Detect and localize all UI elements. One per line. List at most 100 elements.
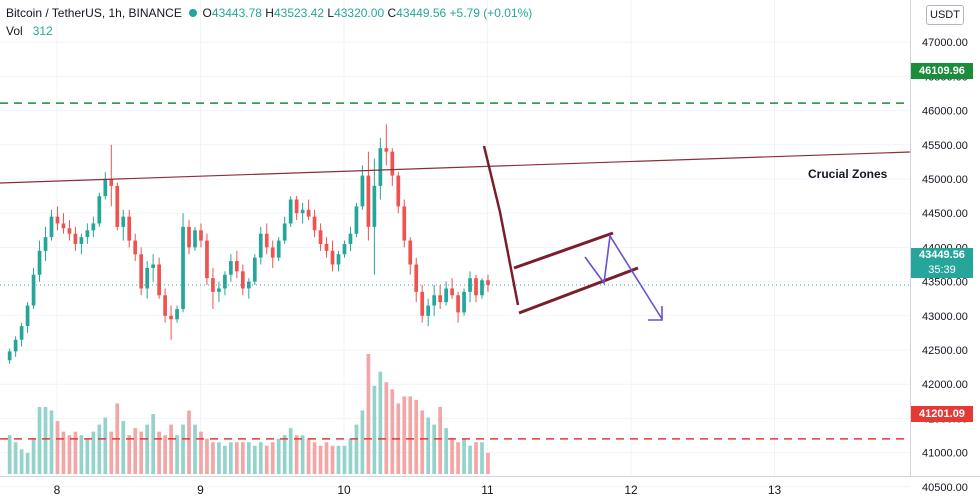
y-tick-label: 40500.00 bbox=[922, 482, 968, 494]
candle-body bbox=[151, 264, 155, 268]
volume-bar bbox=[384, 382, 389, 474]
volume-bar bbox=[67, 435, 72, 474]
candle-body bbox=[157, 264, 161, 296]
volume-bar bbox=[300, 435, 305, 474]
volume-bar bbox=[252, 445, 257, 474]
projection-arrow bbox=[584, 233, 663, 320]
x-tick-label: 11 bbox=[481, 483, 494, 497]
candle-body bbox=[438, 295, 442, 303]
volume-bar bbox=[91, 431, 96, 474]
candle-body bbox=[354, 206, 359, 234]
drawings bbox=[0, 102, 911, 440]
candle-body bbox=[217, 288, 221, 292]
close-label: C bbox=[387, 6, 397, 20]
candle-body bbox=[187, 226, 191, 248]
volume-bar bbox=[438, 406, 442, 474]
candle-body bbox=[366, 175, 371, 227]
candle-body bbox=[97, 196, 102, 224]
x-tick-label: 9 bbox=[197, 483, 204, 497]
candle-body bbox=[199, 230, 203, 241]
volume-bar bbox=[145, 424, 150, 474]
candle-body bbox=[444, 288, 448, 303]
y-tick-label: 43500.00 bbox=[922, 277, 968, 289]
candle-body bbox=[240, 271, 245, 289]
volume-bar bbox=[61, 431, 66, 474]
volume-bar bbox=[414, 399, 419, 474]
candle-body bbox=[133, 240, 138, 255]
change-value: +5.79 (+0.01%) bbox=[449, 6, 533, 20]
crucial-zones-annotation: Crucial Zones bbox=[808, 167, 888, 181]
volume-bar bbox=[426, 417, 431, 474]
volume-bar bbox=[282, 435, 287, 474]
volume-bar bbox=[456, 442, 460, 474]
candle-body bbox=[330, 250, 335, 265]
candle-body bbox=[175, 308, 179, 320]
volume-bar bbox=[19, 449, 24, 474]
candle-body bbox=[456, 295, 460, 313]
volume-bar bbox=[55, 421, 60, 474]
volume-bar bbox=[43, 406, 48, 474]
candle-body bbox=[127, 216, 132, 241]
volume-bars bbox=[7, 354, 490, 474]
low-value: 43320.00 bbox=[334, 6, 385, 20]
current-price-tag: 43449.56 35:39 bbox=[911, 248, 973, 278]
y-tick-label: 45500.00 bbox=[922, 140, 968, 152]
volume-bar bbox=[270, 442, 275, 474]
arrow-head-icon bbox=[648, 306, 663, 321]
candle-body bbox=[420, 291, 425, 316]
candle-body bbox=[139, 254, 144, 289]
currency-unit-button[interactable]: USDT bbox=[926, 5, 964, 25]
volume-bar bbox=[480, 442, 484, 474]
volume-bar bbox=[486, 452, 490, 474]
channel-upper-line bbox=[513, 231, 614, 270]
volume-bar bbox=[175, 435, 179, 474]
volume-bar bbox=[402, 396, 407, 474]
candle-body bbox=[402, 206, 407, 241]
candle-body bbox=[13, 339, 18, 352]
volume-bar bbox=[25, 452, 30, 474]
volume-bar bbox=[7, 435, 12, 474]
y-tick-label: 47000.00 bbox=[922, 37, 968, 49]
candle-body bbox=[181, 226, 185, 309]
high-label: H bbox=[265, 6, 274, 20]
candle-body bbox=[336, 254, 341, 265]
candle-body bbox=[49, 216, 54, 238]
volume-bar bbox=[450, 438, 454, 474]
candle-countdown: 35:39 bbox=[928, 264, 956, 276]
candle-body bbox=[276, 240, 281, 258]
candle-body bbox=[43, 237, 48, 251]
volume-bar bbox=[246, 442, 251, 474]
volume-bar bbox=[73, 431, 78, 474]
candle-body bbox=[282, 223, 287, 241]
volume-bar bbox=[121, 421, 126, 474]
volume-bar bbox=[264, 445, 269, 474]
candle-body bbox=[234, 261, 239, 272]
volume-bar bbox=[109, 431, 114, 474]
candle-body bbox=[390, 151, 395, 176]
volume-bar bbox=[462, 438, 466, 474]
high-value: 43523.42 bbox=[273, 6, 325, 20]
candle-body bbox=[67, 228, 72, 234]
y-tick-label: 42000.00 bbox=[922, 379, 968, 391]
volume-bar bbox=[258, 442, 263, 474]
volume-bar bbox=[127, 435, 132, 474]
volume-bar bbox=[294, 435, 299, 474]
candle-body bbox=[414, 264, 419, 292]
volume-bar bbox=[234, 442, 239, 474]
volume-bar bbox=[223, 445, 227, 474]
volume-bar bbox=[97, 424, 102, 474]
candle-body bbox=[312, 216, 317, 231]
candle-body bbox=[205, 240, 209, 279]
volume-bar bbox=[408, 396, 413, 474]
volume-bar bbox=[181, 424, 185, 474]
candle-body bbox=[324, 243, 329, 251]
close-value: 43449.56 bbox=[396, 6, 447, 20]
candle-body bbox=[79, 237, 84, 244]
candle-body bbox=[408, 240, 413, 265]
candle-body bbox=[169, 315, 173, 320]
candle-body bbox=[103, 179, 108, 197]
candle-body bbox=[360, 175, 365, 207]
channel-lower-line bbox=[518, 266, 639, 315]
candle-body bbox=[378, 148, 383, 186]
